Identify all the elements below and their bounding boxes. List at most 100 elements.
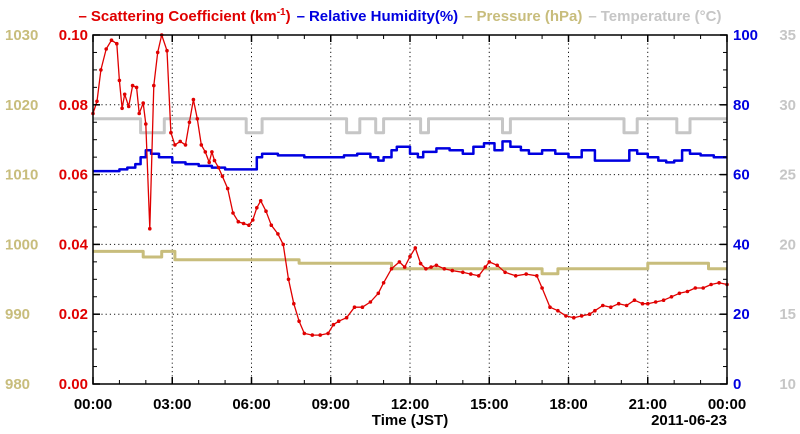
scattering-point [540, 286, 544, 290]
scattering-point [210, 150, 214, 154]
x-tick-label: 09:00 [312, 396, 350, 413]
scattering-point [593, 308, 597, 313]
scattering-point [381, 281, 386, 285]
scattering-point [187, 120, 192, 125]
scattering-point [413, 246, 418, 250]
scattering-point [247, 223, 251, 227]
scattering-point [236, 219, 241, 224]
legend-temperature-dash: – [588, 8, 596, 25]
humidity-tick-label: 40 [733, 236, 750, 253]
scattering-point [207, 160, 211, 165]
scattering-point [548, 305, 552, 310]
temperature-tick-label: 30 [779, 97, 796, 114]
scattering-point [269, 223, 274, 227]
scattering-point [191, 97, 196, 102]
scattering-point [624, 303, 629, 308]
scattering-point [487, 260, 492, 264]
scattering-point [693, 286, 698, 290]
scattering-point [165, 48, 169, 53]
scattering-point [442, 267, 447, 271]
scattering-point [397, 260, 402, 264]
scattering-point [169, 130, 173, 135]
scattering-point [225, 186, 230, 191]
scattering-point [336, 319, 341, 324]
x-tick-label: 06:00 [232, 396, 270, 413]
scattering-point [513, 274, 518, 278]
scattering-point [117, 78, 122, 83]
x-tick-label: 18:00 [549, 396, 587, 413]
plot-frame [92, 34, 728, 385]
scattering-point [450, 268, 455, 273]
scattering-point [646, 301, 650, 306]
scattering-point [183, 143, 188, 147]
scattering-point [503, 270, 507, 275]
scattering-point [556, 308, 560, 313]
legend-pressure-dash: – [464, 8, 472, 25]
scattering-point [231, 211, 235, 215]
humidity-tick-label: 80 [733, 97, 750, 114]
scattering-point [199, 143, 204, 147]
scattering-point [429, 265, 433, 269]
scattering-point [402, 265, 407, 269]
scattering-tick-label: 0.06 [59, 167, 88, 184]
scattering-point [587, 312, 592, 317]
scattering-point [144, 122, 148, 126]
scattering-point [408, 254, 412, 259]
x-tick-label: 00:00 [708, 396, 746, 413]
scattering-point [292, 301, 296, 306]
scattering-point [310, 333, 315, 337]
scattering-point [126, 104, 131, 109]
scattering-point [178, 139, 182, 144]
scattering-point [120, 106, 124, 111]
scattering-point [318, 333, 323, 337]
scattering-point [701, 286, 705, 290]
scattering-point [264, 209, 268, 213]
humidity-tick-label: 100 [733, 27, 758, 44]
scattering-tick-label: 0.10 [59, 27, 88, 44]
scattering-point [495, 263, 500, 268]
legend-scattering-close: ) [286, 8, 291, 25]
scattering-point [141, 101, 145, 105]
scattering-point [220, 174, 225, 179]
scattering-point [476, 274, 481, 278]
scattering-point [717, 281, 721, 285]
chart-legend: – Scattering Coefficient (km-1) – Relative … [79, 7, 722, 25]
scattering-point [115, 41, 119, 46]
temperature-tick-label: 25 [779, 167, 796, 184]
pressure-tick-label: 1010 [5, 167, 38, 184]
scattering-point [286, 277, 291, 282]
scattering-point [276, 232, 280, 236]
scattering-tick-label: 0.08 [59, 97, 88, 114]
scattering-point [632, 298, 637, 303]
legend-scattering-dash: – [79, 8, 87, 25]
pressure-tick-label: 1030 [5, 27, 38, 44]
scattering-point [344, 315, 349, 320]
humidity-tick-label: 0 [733, 376, 741, 393]
scattering-point [461, 270, 465, 275]
scattering-point [360, 305, 365, 310]
x-tick-label: 21:00 [629, 396, 667, 413]
scattering-point [564, 314, 568, 318]
grid-lines [93, 35, 727, 384]
scattering-point [601, 303, 605, 308]
temperature-tick-label: 20 [779, 236, 796, 253]
scattering-point [241, 221, 246, 226]
scattering-point [104, 47, 108, 51]
scattering-point [469, 272, 473, 276]
scattering-point [331, 322, 336, 327]
scattering-point [376, 291, 381, 296]
scattering-point [389, 267, 394, 271]
x-axis-label: Time (JST) [372, 412, 448, 429]
axis-labels: 00:00 03:00 06:00 09:00 12:00 15:00 18:00 21:00… [5, 27, 796, 413]
scattering-point [130, 83, 135, 88]
scattering-point [155, 50, 160, 55]
axis-ticks [92, 34, 728, 385]
scattering-point [609, 305, 613, 310]
pressure-series-line [93, 249, 727, 276]
scattering-point [134, 85, 139, 90]
scattering-point [616, 301, 621, 306]
scattering-point [653, 300, 658, 304]
date-label: 2011-06-23 [651, 412, 727, 429]
legend-pressure: Pressure (hPa) [477, 8, 583, 25]
